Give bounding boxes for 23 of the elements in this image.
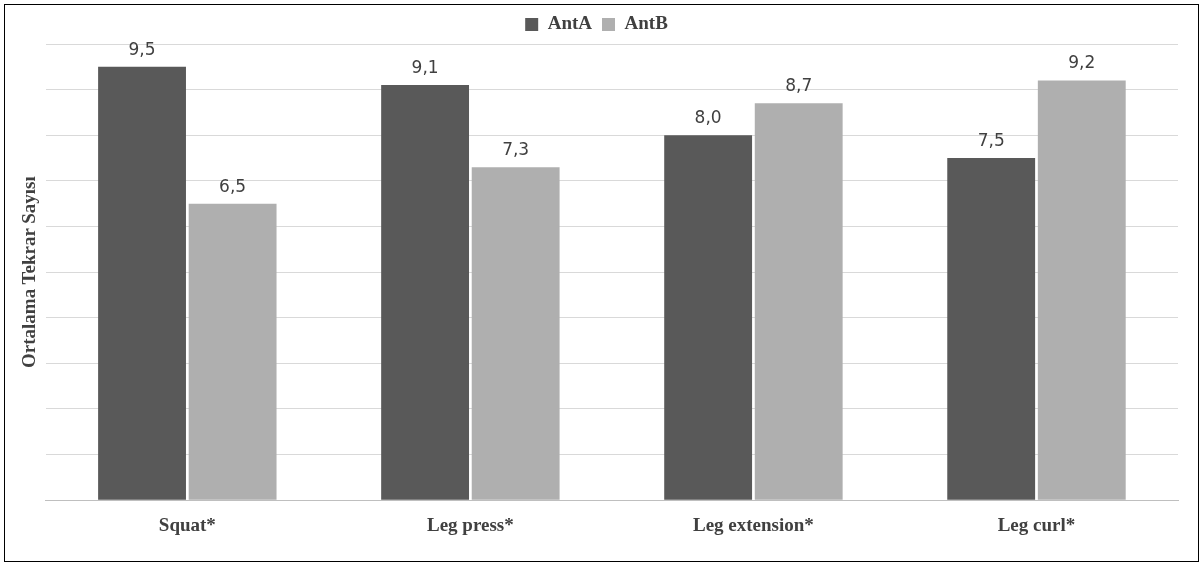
data-label: 8,0 xyxy=(694,107,722,128)
data-label: 9,1 xyxy=(411,56,439,77)
data-label: 6,5 xyxy=(219,175,247,196)
data-label: 7,3 xyxy=(502,139,530,160)
bar xyxy=(754,103,843,500)
data-label: 9,2 xyxy=(1068,52,1096,73)
legend-label: AntB xyxy=(624,12,669,34)
x-tick-label: Leg press* xyxy=(427,513,514,535)
x-tick-label: Squat* xyxy=(158,513,216,535)
bar xyxy=(188,203,277,500)
bar xyxy=(1037,80,1126,500)
data-label: 9,5 xyxy=(128,38,156,59)
x-tick-label: Leg curl* xyxy=(997,513,1076,535)
bar xyxy=(471,167,560,500)
legend-label: AntA xyxy=(547,12,593,34)
bar xyxy=(947,158,1036,500)
bar xyxy=(98,66,186,500)
data-label: 7,5 xyxy=(977,129,1005,150)
bar xyxy=(664,135,753,500)
y-axis-title: Ortalama Tekrar Sayısı xyxy=(18,176,40,368)
bar xyxy=(381,85,470,500)
x-tick-label: Leg extension* xyxy=(693,513,814,535)
data-label: 8,7 xyxy=(785,75,813,96)
